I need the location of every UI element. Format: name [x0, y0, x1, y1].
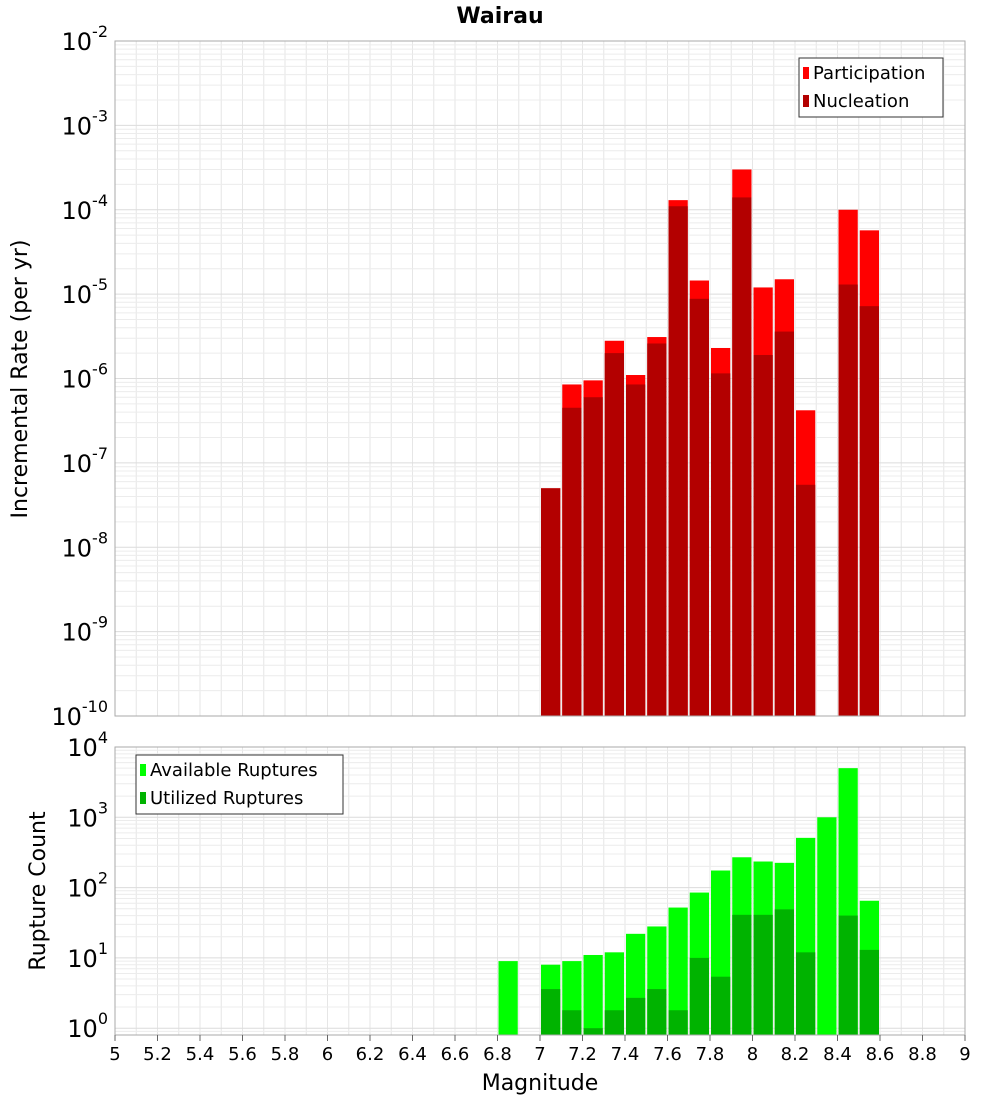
- count-panel: 104 103 102 101 100 Rupture Count Available …: [26, 728, 966, 1043]
- rate-y-tick-label: 10-8: [62, 528, 109, 562]
- legend-nucleation: Nucleation: [813, 91, 909, 112]
- legend-participation: Participation: [813, 63, 925, 84]
- rate-y-axis-label: Incremental Rate (per yr): [8, 240, 33, 519]
- utilized-swatch: [140, 792, 146, 804]
- chart-title: Wairau: [456, 4, 543, 29]
- rate-bars: [541, 169, 879, 717]
- utilized-ruptures-bar: [689, 957, 709, 1035]
- x-tick-label: 6.4: [398, 1044, 427, 1065]
- rate-y-tick-label: 10-4: [62, 191, 109, 225]
- utilized-ruptures-bar: [859, 949, 879, 1035]
- count-y-tick-label: 101: [67, 939, 108, 973]
- rate-y-tick-label: 10-2: [62, 22, 109, 56]
- count-y-axis-label: Rupture Count: [26, 811, 51, 971]
- nucleation-bar: [583, 397, 603, 716]
- nucleation-bar: [689, 298, 709, 716]
- x-tick-label: 7.2: [568, 1044, 597, 1065]
- utilized-ruptures-bar: [604, 1010, 624, 1035]
- count-y-tick-label: 102: [67, 869, 108, 903]
- x-tick-label: 8.6: [866, 1044, 895, 1065]
- nucleation-bar: [647, 343, 667, 716]
- count-grid: [114, 746, 966, 1036]
- available-swatch: [140, 764, 146, 776]
- x-tick-label: 6: [322, 1044, 333, 1065]
- available-ruptures-bar: [583, 954, 603, 1035]
- nucleation-bar: [541, 488, 561, 716]
- x-tick-label: 7.8: [696, 1044, 725, 1065]
- nucleation-bar: [796, 484, 816, 716]
- x-axis-label: Magnitude: [482, 1071, 599, 1096]
- legend-available: Available Ruptures: [150, 760, 318, 781]
- x-tick-label: 5.8: [271, 1044, 300, 1065]
- x-tick-label: 5.4: [186, 1044, 215, 1065]
- x-tick-label: 6.2: [356, 1044, 385, 1065]
- count-y-tick-label: 103: [67, 798, 108, 832]
- nucleation-bar: [732, 197, 752, 717]
- participation-swatch: [803, 67, 809, 79]
- utilized-ruptures-bar: [838, 915, 858, 1035]
- x-tick-label: 7.4: [611, 1044, 640, 1065]
- rate-y-tick-label: 10-3: [62, 106, 109, 140]
- nucleation-bar: [711, 373, 731, 716]
- nucleation-swatch: [803, 95, 809, 107]
- x-tick-label: 7.6: [653, 1044, 682, 1065]
- count-bars: [498, 768, 879, 1035]
- count-legend: Available Ruptures Utilized Ruptures: [135, 754, 344, 815]
- x-tick-label: 7: [534, 1044, 545, 1065]
- nucleation-bar: [753, 354, 773, 716]
- x-tick-label: 6.6: [441, 1044, 470, 1065]
- nucleation-bar: [774, 331, 794, 716]
- count-y-tick-label: 104: [67, 728, 108, 762]
- rate-y-ticks: 10-2 10-3 10-4 10-5 10-6 10-7 10-8 10-9 10-10: [51, 22, 108, 731]
- count-y-ticks: 104 103 102 101 100: [67, 728, 108, 1043]
- x-axis-ticks: 5 5.2 5.4 5.6 5.8 6 6.2 6.4 6.6 6.8 7 7.2 7.4 7.6 7.8 8…: [109, 1035, 971, 1065]
- rate-legend: Participation Nucleation: [798, 57, 944, 118]
- utilized-ruptures-bar: [796, 952, 816, 1035]
- rate-grid: [114, 40, 966, 717]
- utilized-ruptures-bar: [562, 1010, 582, 1035]
- x-tick-label: 5.2: [143, 1044, 172, 1065]
- x-tick-label: 8.4: [823, 1044, 852, 1065]
- utilized-ruptures-bar: [774, 909, 794, 1035]
- rate-y-tick-label: 10-7: [62, 444, 109, 478]
- x-tick-label: 8.2: [781, 1044, 810, 1065]
- utilized-ruptures-bar: [668, 1010, 688, 1035]
- nucleation-bar: [838, 284, 858, 716]
- available-ruptures-bar: [817, 817, 837, 1035]
- nucleation-bar: [562, 407, 582, 716]
- rate-y-tick-label: 10-6: [62, 360, 109, 394]
- rate-y-tick-label: 10-9: [62, 613, 109, 647]
- count-y-tick-label: 100: [67, 1009, 108, 1043]
- nucleation-bar: [604, 353, 624, 716]
- utilized-ruptures-bar: [626, 997, 646, 1035]
- available-ruptures-bar: [668, 907, 688, 1035]
- x-tick-label: 8.8: [908, 1044, 937, 1065]
- rate-y-tick-label: 10-10: [51, 697, 108, 731]
- utilized-ruptures-bar: [583, 1028, 603, 1035]
- utilized-ruptures-bar: [711, 976, 731, 1035]
- rate-y-tick-label: 10-5: [62, 275, 109, 309]
- utilized-ruptures-bar: [647, 989, 667, 1035]
- utilized-ruptures-bar: [732, 914, 752, 1035]
- legend-utilized: Utilized Ruptures: [150, 788, 303, 809]
- x-tick-label: 9: [959, 1044, 970, 1065]
- nucleation-bar: [668, 206, 688, 716]
- x-tick-label: 6.8: [483, 1044, 512, 1065]
- x-tick-label: 8: [747, 1044, 758, 1065]
- utilized-ruptures-bar: [753, 914, 773, 1035]
- utilized-ruptures-bar: [541, 989, 561, 1035]
- x-tick-label: 5.6: [228, 1044, 257, 1065]
- nucleation-bar: [859, 306, 879, 716]
- rate-panel: 10-2 10-3 10-4 10-5 10-6 10-7 10-8 10-9 10-10 In…: [8, 22, 966, 731]
- available-ruptures-bar: [498, 961, 518, 1035]
- x-tick-label: 5: [109, 1044, 120, 1065]
- nucleation-bar: [626, 384, 646, 716]
